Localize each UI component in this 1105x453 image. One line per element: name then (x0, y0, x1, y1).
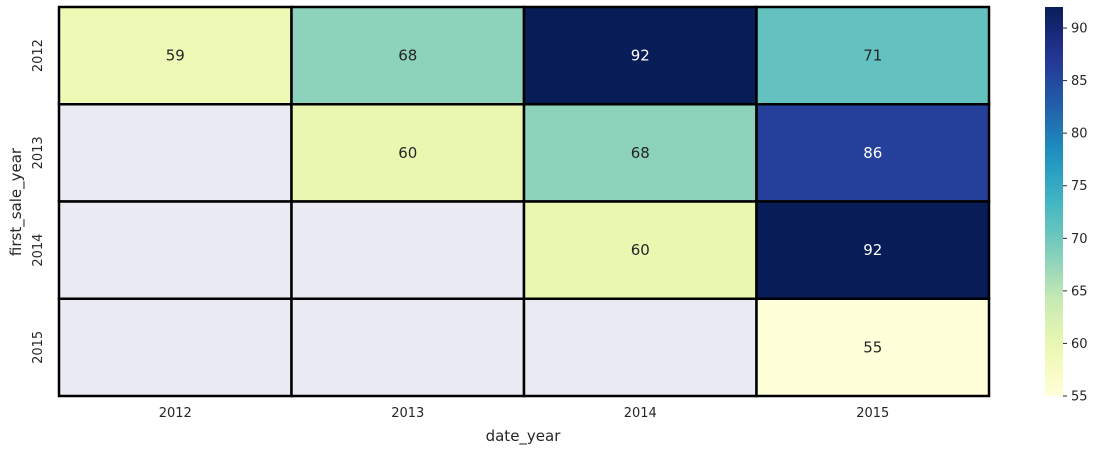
heatmap-cell-empty (57, 297, 293, 398)
heatmap-cell (522, 5, 758, 106)
colorbar-tick-label: 75 (1071, 179, 1088, 194)
heatmap-cell-empty (290, 297, 526, 398)
colorbar-tick-label: 90 (1071, 22, 1088, 37)
cell-value-label: 86 (863, 144, 882, 162)
colorbar-tick-label: 55 (1071, 390, 1088, 405)
heatmap-cell (755, 297, 991, 398)
colorbar-tick-label: 85 (1071, 74, 1088, 89)
heatmap-cell-labels: 59 68 92 71 60 68 86 60 92 55 (166, 47, 883, 357)
colorbar-tick-label: 80 (1071, 127, 1088, 142)
heatmap-cell (755, 5, 991, 106)
y-axis-ticks: 2012 2013 2014 2015 (31, 39, 46, 364)
y-axis-title: first_sale_year (7, 147, 26, 256)
heatmap-cell (522, 103, 758, 203)
y-tick-label: 2012 (31, 39, 46, 72)
cell-value-label: 71 (863, 47, 882, 65)
x-tick-label: 2012 (159, 406, 192, 421)
colorbar-tick-label: 60 (1071, 337, 1088, 352)
heatmap-cell-empty (290, 200, 526, 300)
cell-value-label: 60 (631, 241, 650, 259)
heatmap-cell (57, 5, 293, 106)
heatmap-cell (290, 5, 526, 106)
heatmap-cell-empty (57, 103, 293, 203)
cell-value-label: 92 (863, 241, 882, 259)
x-tick-label: 2013 (391, 406, 424, 421)
cell-value-label: 68 (398, 47, 417, 65)
colorbar-gradient (1045, 7, 1063, 396)
y-tick-label: 2015 (31, 331, 46, 364)
heatmap-cell (522, 200, 758, 300)
x-tick-label: 2014 (624, 406, 657, 421)
y-tick-label: 2013 (31, 136, 46, 169)
cell-value-label: 59 (166, 47, 185, 65)
cell-value-label: 60 (398, 144, 417, 162)
heatmap-cell-empty (57, 200, 293, 300)
heatmap-cell-empty (522, 297, 758, 398)
colorbar (1045, 7, 1063, 396)
cell-value-label: 55 (863, 338, 882, 356)
x-tick-label: 2015 (856, 406, 889, 421)
colorbar-tick-label: 70 (1071, 232, 1088, 247)
colorbar-tick-label: 65 (1071, 284, 1088, 299)
heatmap-cells (57, 5, 991, 398)
y-tick-label: 2014 (31, 234, 46, 267)
cell-value-label: 92 (631, 47, 650, 65)
colorbar-ticks: 55 60 65 70 75 80 85 90 (1063, 22, 1088, 405)
cell-value-label: 68 (631, 144, 650, 162)
x-axis-ticks: 2012 2013 2014 2015 (159, 406, 890, 421)
x-axis-title: date_year (486, 427, 562, 446)
